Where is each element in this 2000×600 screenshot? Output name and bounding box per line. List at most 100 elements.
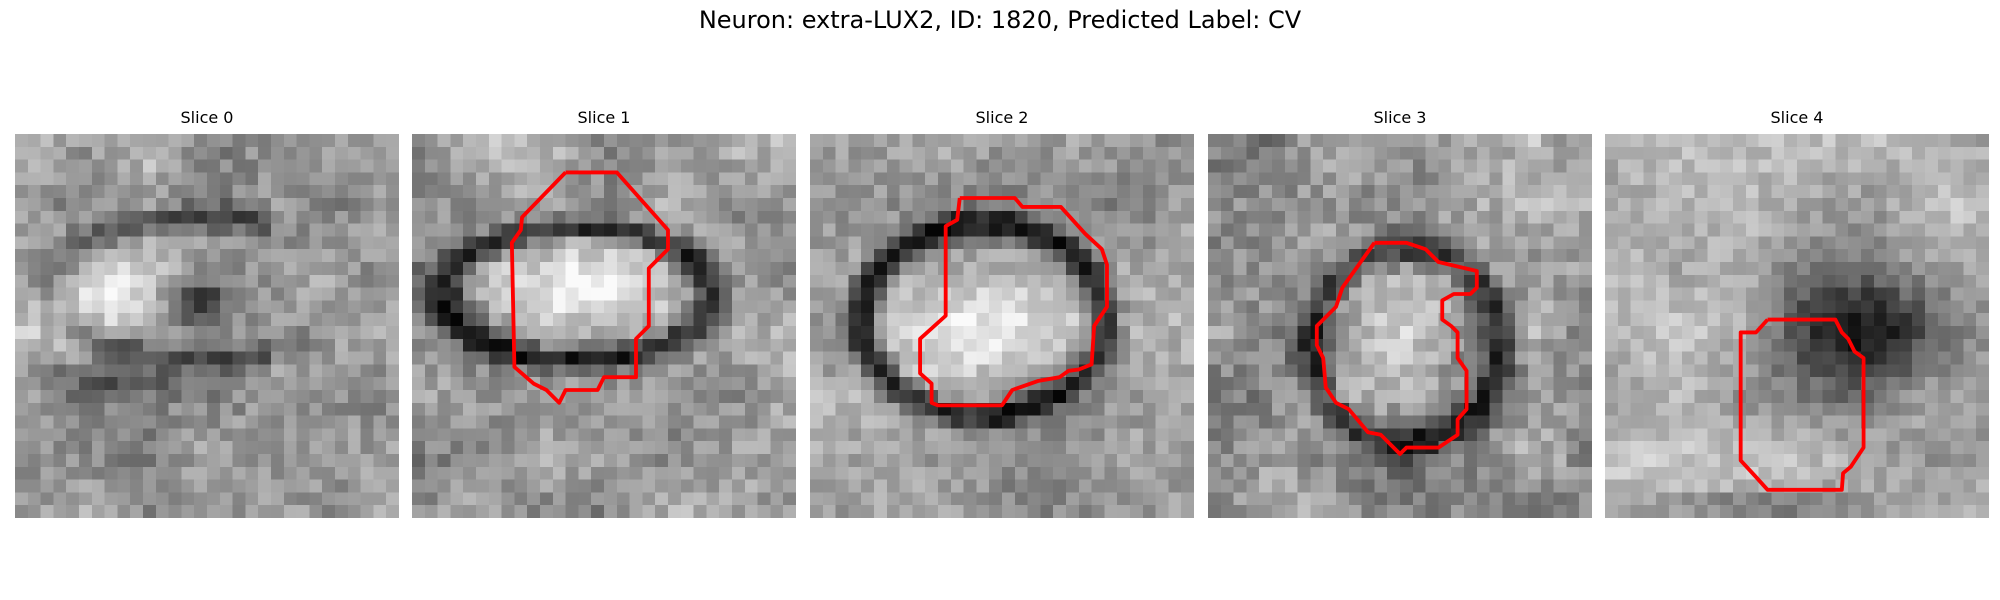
pixel <box>143 287 157 301</box>
pixel <box>1027 415 1041 429</box>
pixel <box>1464 454 1478 468</box>
pixel <box>488 466 502 480</box>
pixel <box>874 146 888 160</box>
pixel <box>963 351 977 365</box>
pixel <box>629 274 643 288</box>
pixel <box>1002 505 1016 518</box>
pixel <box>1656 236 1670 250</box>
pixel <box>1412 338 1426 352</box>
pixel <box>591 159 605 173</box>
pixel <box>1040 223 1054 237</box>
pixel <box>1400 505 1414 518</box>
pixel <box>219 466 233 480</box>
pixel <box>1707 198 1721 212</box>
pixel <box>1348 134 1362 148</box>
pixel <box>1886 210 1900 224</box>
pixel <box>1937 377 1951 391</box>
pixel <box>744 479 758 493</box>
pixel <box>168 249 182 263</box>
pixel <box>66 236 80 250</box>
pixel <box>1502 364 1516 378</box>
pixel <box>1361 146 1375 160</box>
pixel <box>989 172 1003 186</box>
pixel <box>1259 415 1273 429</box>
pixel <box>40 428 54 442</box>
pixel <box>1002 262 1016 276</box>
pixel <box>540 262 554 276</box>
pixel <box>1617 338 1631 352</box>
pixel <box>1387 351 1401 365</box>
pixel <box>976 505 990 518</box>
pixel <box>1348 505 1362 518</box>
pixel <box>578 274 592 288</box>
pixel <box>912 390 926 404</box>
pixel <box>1835 223 1849 237</box>
pixel <box>1130 364 1144 378</box>
pixel <box>1297 479 1311 493</box>
pixel <box>66 441 80 455</box>
pixel <box>1963 134 1977 148</box>
pixel <box>437 466 451 480</box>
pixel <box>1259 249 1273 263</box>
pixel <box>1168 505 1182 518</box>
pixel <box>1168 351 1182 365</box>
pixel <box>1168 466 1182 480</box>
pixel <box>1656 377 1670 391</box>
pixel <box>1925 159 1939 173</box>
pixel <box>1014 326 1028 340</box>
pixel <box>668 505 682 518</box>
pixel <box>1412 185 1426 199</box>
pixel <box>1374 454 1388 468</box>
pixel <box>822 249 836 263</box>
pixel <box>1925 172 1939 186</box>
pixel <box>655 287 669 301</box>
pixel <box>1669 146 1683 160</box>
pixel <box>168 300 182 314</box>
pixel <box>1091 454 1105 468</box>
pixel <box>938 159 952 173</box>
pixel <box>309 274 323 288</box>
pixel <box>861 479 875 493</box>
pixel <box>1835 236 1849 250</box>
pixel <box>591 236 605 250</box>
pixel <box>1323 326 1337 340</box>
pixel <box>1643 223 1657 237</box>
pixel <box>1336 415 1350 429</box>
pixel <box>1912 351 1926 365</box>
pixel <box>527 466 541 480</box>
pixel <box>347 287 361 301</box>
pixel <box>1873 377 1887 391</box>
pixel <box>1451 479 1465 493</box>
pixel <box>668 262 682 276</box>
pixel <box>1899 454 1913 468</box>
pixel <box>27 262 41 276</box>
pixel <box>861 338 875 352</box>
pixel <box>1091 274 1105 288</box>
pixel <box>1400 300 1414 314</box>
pixel <box>79 364 93 378</box>
pixel <box>66 198 80 212</box>
pixel <box>963 415 977 429</box>
pixel <box>1784 428 1798 442</box>
pixel <box>899 428 913 442</box>
pixel <box>1208 415 1222 429</box>
pixel <box>1130 377 1144 391</box>
pixel <box>861 441 875 455</box>
pixel <box>810 479 824 493</box>
pixel <box>874 210 888 224</box>
pixel <box>1014 172 1028 186</box>
pixel <box>1937 466 1951 480</box>
pixel <box>117 249 131 263</box>
pixel <box>91 134 105 148</box>
pixel <box>1272 402 1286 416</box>
pixel <box>604 441 618 455</box>
pixel <box>296 159 310 173</box>
pixel <box>861 223 875 237</box>
pixel <box>1220 274 1234 288</box>
pixel <box>861 287 875 301</box>
slice-image <box>412 134 796 518</box>
pixel <box>1540 390 1554 404</box>
pixel <box>1374 262 1388 276</box>
pixel <box>1002 159 1016 173</box>
pixel <box>848 390 862 404</box>
